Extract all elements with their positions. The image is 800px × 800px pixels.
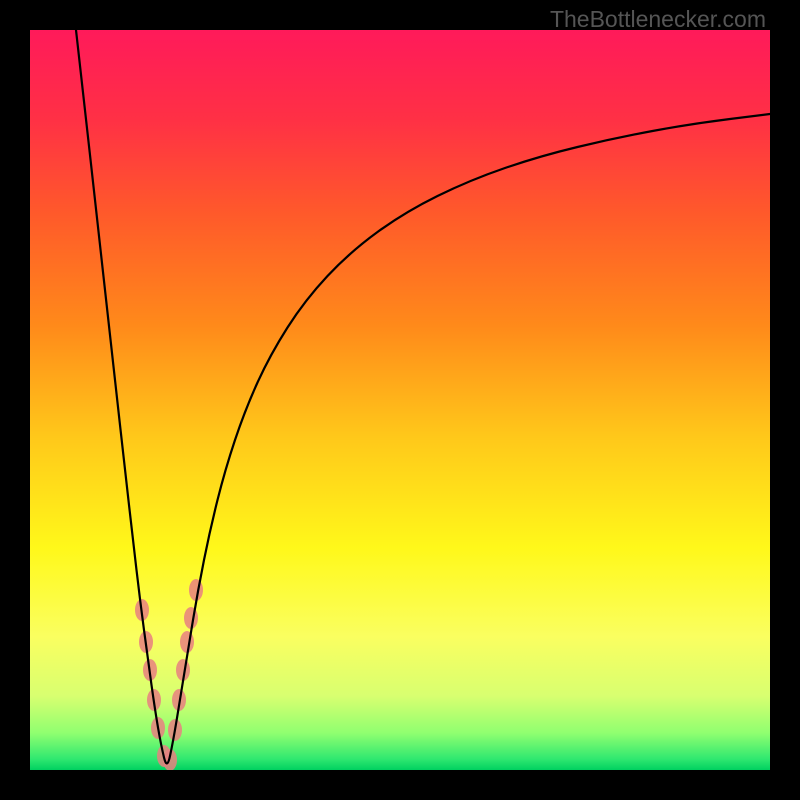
chart-frame: TheBottlenecker.com	[0, 0, 800, 800]
watermark-text: TheBottlenecker.com	[550, 6, 766, 33]
data-markers	[135, 579, 203, 770]
curve-layer	[30, 30, 770, 770]
plot-area	[30, 30, 770, 770]
data-marker	[180, 631, 194, 653]
bottleneck-curve	[76, 30, 770, 763]
